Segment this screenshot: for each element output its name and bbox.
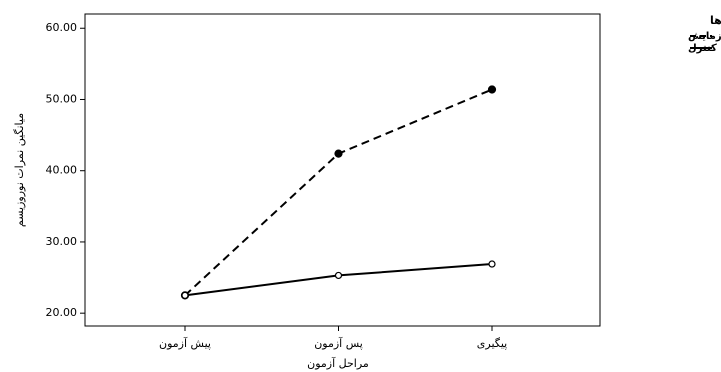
data-point bbox=[334, 271, 343, 280]
legend-label: آزمایش bbox=[688, 29, 721, 42]
y-axis-label: میانگین نمرات نوروزیسم bbox=[13, 113, 26, 227]
plot-frame bbox=[84, 13, 601, 327]
y-tick-label: 20.00 bbox=[46, 306, 78, 319]
data-point bbox=[488, 260, 496, 268]
y-tick-label: 30.00 bbox=[46, 235, 78, 248]
x-axis-label: مراحل آزمون bbox=[307, 356, 369, 370]
legend-label: کنترل bbox=[688, 43, 717, 54]
x-tick-label: پیش آزمون bbox=[159, 336, 211, 350]
y-tick-label: 50.00 bbox=[46, 92, 78, 105]
x-tick-label: پیگیری bbox=[477, 337, 507, 350]
y-tick-label: 40.00 bbox=[46, 164, 78, 177]
series-line bbox=[184, 88, 493, 297]
data-point bbox=[487, 85, 497, 94]
series-line bbox=[184, 263, 493, 297]
y-tick-label: 60.00 bbox=[46, 21, 78, 34]
data-point bbox=[181, 291, 189, 299]
data-point bbox=[334, 149, 343, 158]
x-tick-label: پس آزمون bbox=[314, 336, 363, 350]
legend-title: گروه ها bbox=[710, 14, 721, 27]
